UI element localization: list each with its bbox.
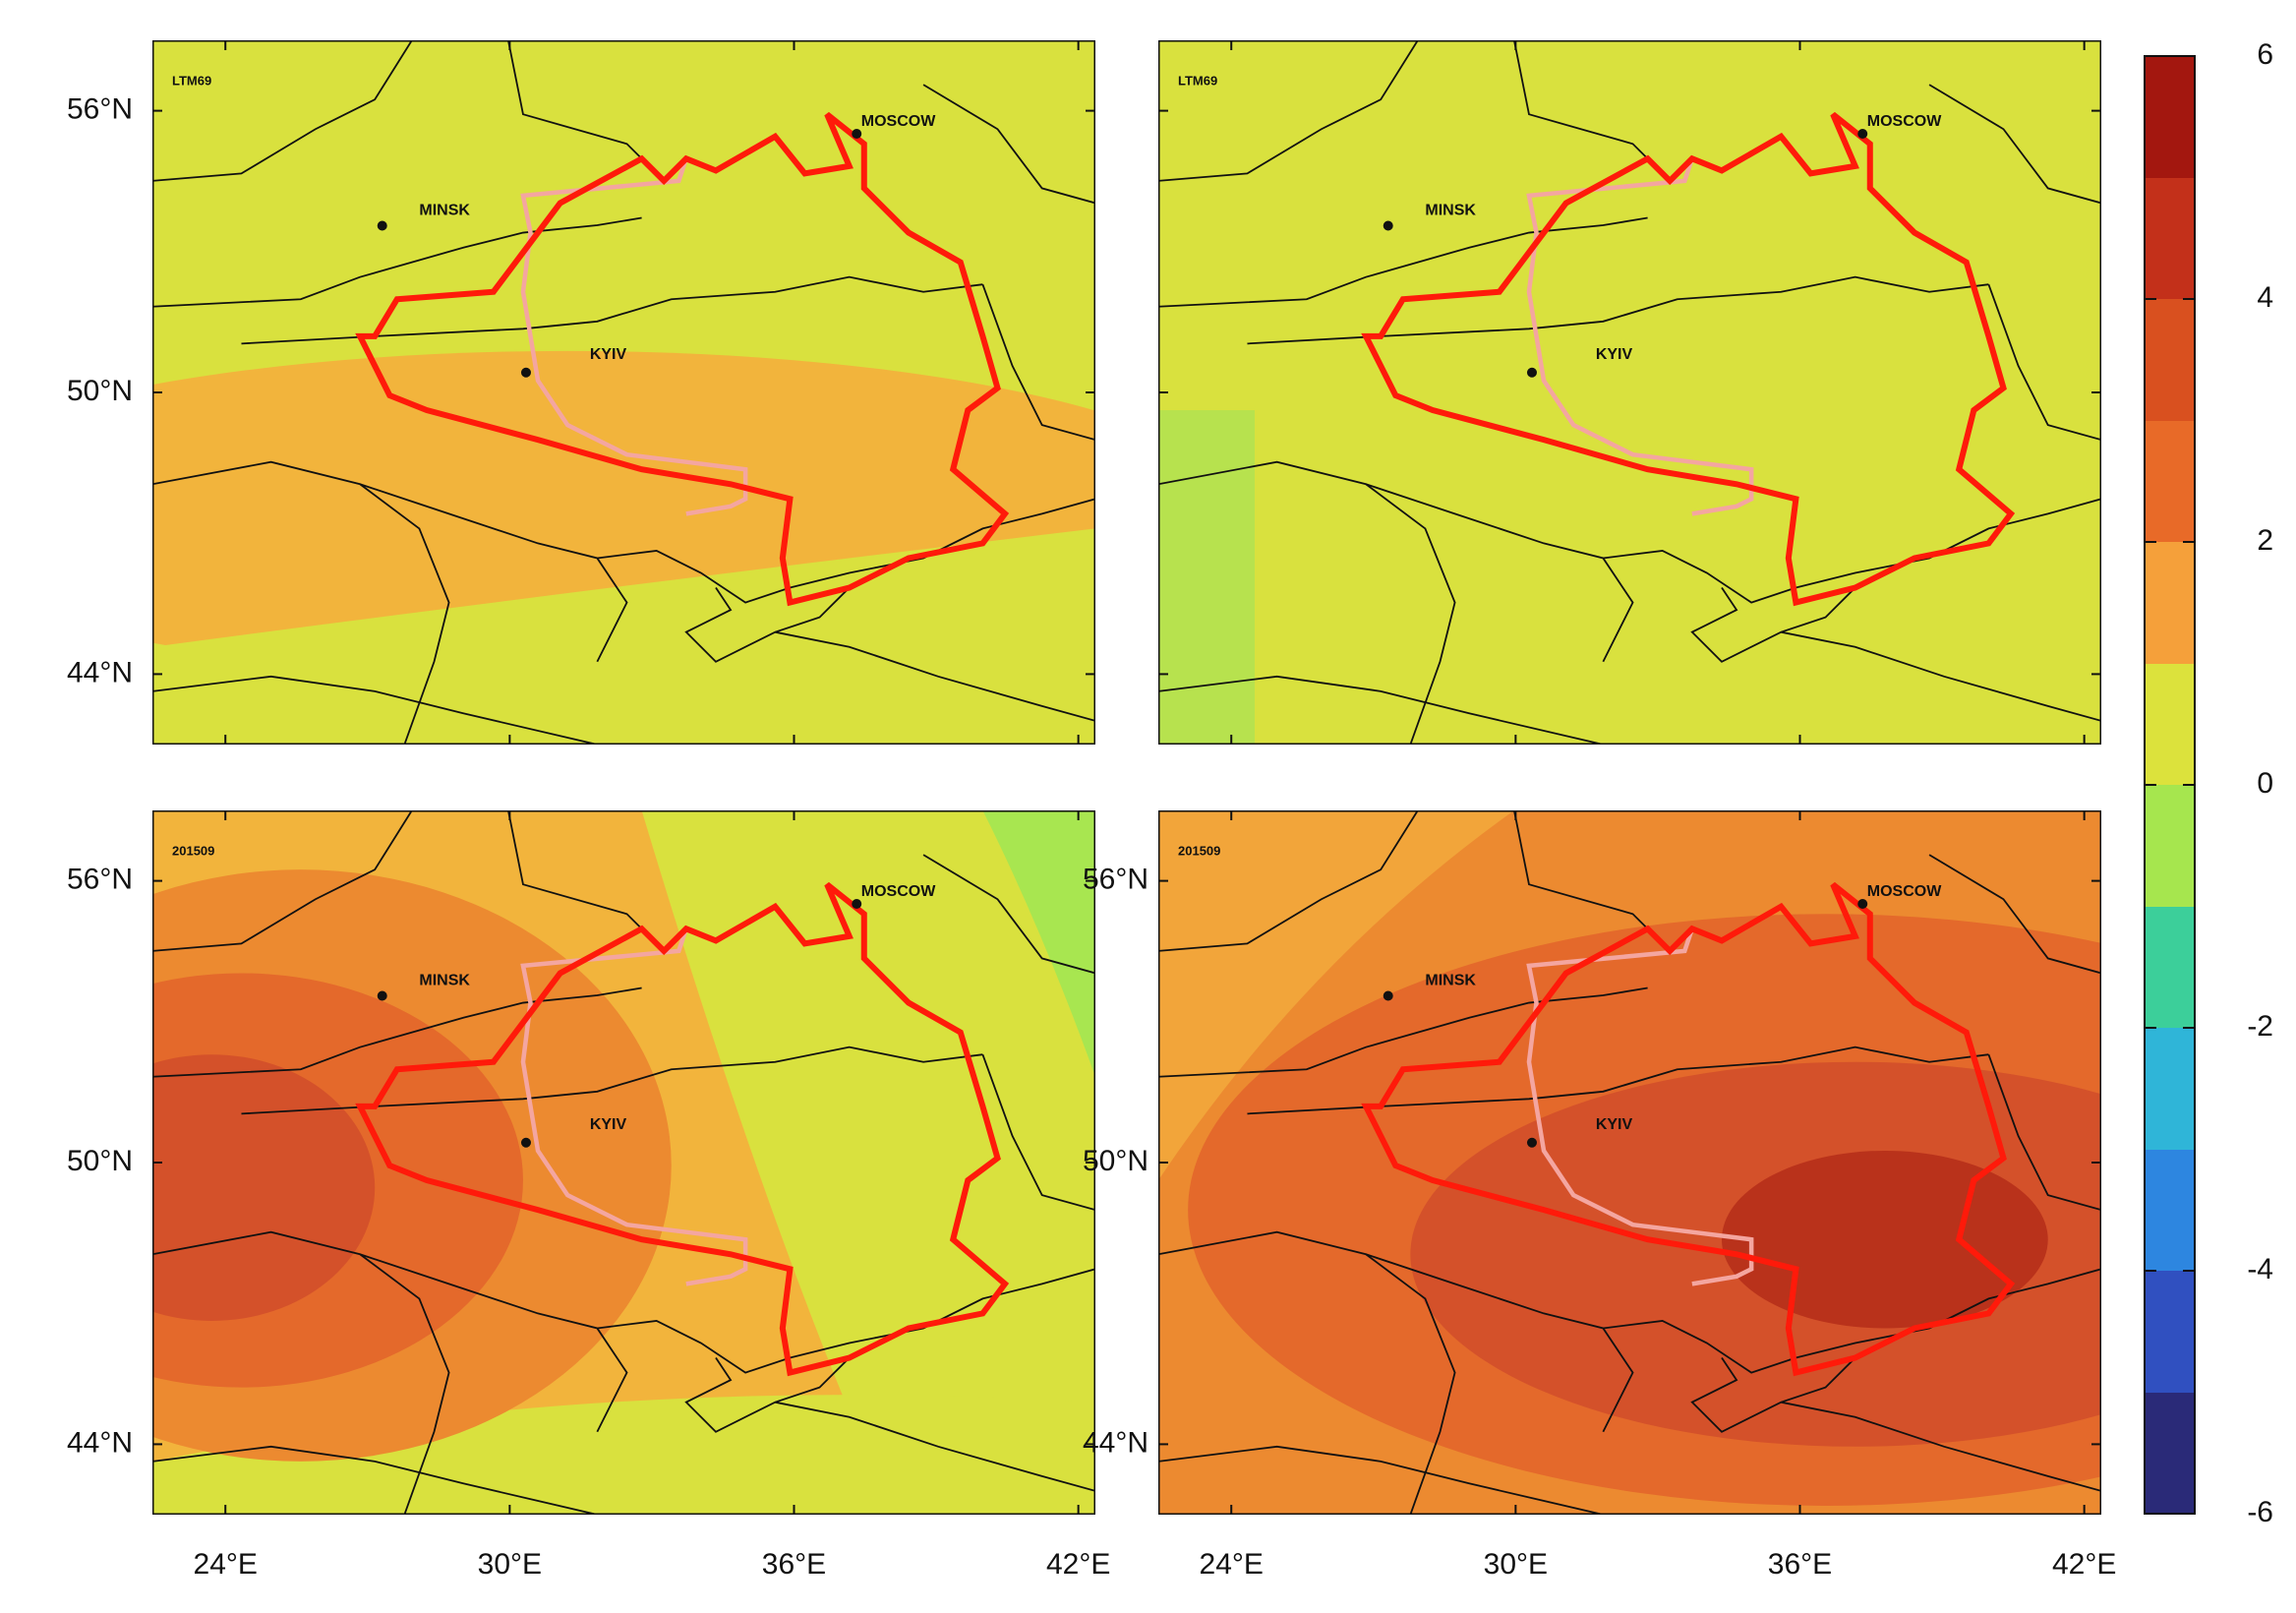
colorbar-label: 4 — [2257, 281, 2273, 314]
lon-label: 36°E — [1768, 1548, 1832, 1581]
lat-label: 44°N — [1083, 1426, 1148, 1459]
city-dot — [852, 128, 862, 139]
city-label: MOSCOW — [1867, 883, 1942, 900]
colorbar-label: 2 — [2257, 524, 2273, 557]
lat-label: 56°N — [1083, 864, 1148, 896]
lat-label: 56°N — [67, 93, 133, 126]
city-dot — [520, 367, 531, 378]
colorbar-label: 6 — [2257, 38, 2273, 71]
lon-label: 42°E — [2052, 1548, 2116, 1581]
lat-label: 50°N — [67, 1145, 133, 1177]
lon-label: 30°E — [478, 1548, 542, 1581]
panel-label: LTM69 — [1178, 73, 1217, 88]
panel-label: LTM69 — [172, 73, 211, 88]
map-panel — [152, 810, 1095, 1515]
city-dot — [1857, 128, 1868, 139]
lon-label: 24°E — [1200, 1548, 1264, 1581]
city-dot — [1383, 220, 1393, 231]
city-label: MINSK — [1425, 973, 1476, 989]
lat-label: 50°N — [67, 375, 133, 407]
city-label: MOSCOW — [1867, 113, 1942, 130]
city-label: MOSCOW — [861, 883, 936, 900]
city-label: KYIV — [590, 1116, 627, 1133]
lon-label: 30°E — [1484, 1548, 1548, 1581]
lon-label: 36°E — [762, 1548, 826, 1581]
city-label: MINSK — [1425, 203, 1476, 219]
lat-label: 56°N — [67, 864, 133, 896]
lat-label: 44°N — [67, 1426, 133, 1459]
lon-label: 24°E — [194, 1548, 258, 1581]
map-panel — [1158, 40, 2101, 745]
city-dot — [377, 220, 387, 231]
colorbar-label: -6 — [2247, 1496, 2273, 1528]
city-dot — [520, 1137, 531, 1148]
city-dot — [1857, 898, 1868, 909]
city-label: KYIV — [1596, 346, 1633, 363]
city-dot — [1526, 1137, 1537, 1148]
city-label: KYIV — [1596, 1116, 1633, 1133]
lat-label: 50°N — [1083, 1145, 1148, 1177]
map-panel — [152, 40, 1095, 745]
city-label: MINSK — [419, 973, 470, 989]
city-label: MOSCOW — [861, 113, 936, 130]
panel-label: 201509 — [1178, 843, 1220, 858]
colorbar-label: -4 — [2247, 1253, 2273, 1285]
city-dot — [852, 898, 862, 909]
lon-label: 42°E — [1046, 1548, 1110, 1581]
colorbar-label: -2 — [2247, 1010, 2273, 1043]
lat-label: 44°N — [67, 656, 133, 688]
colorbar — [2144, 55, 2196, 1515]
city-dot — [377, 990, 387, 1001]
colorbar-label: 0 — [2257, 767, 2273, 800]
panel-label: 201509 — [172, 843, 214, 858]
city-label: MINSK — [419, 203, 470, 219]
city-dot — [1383, 990, 1393, 1001]
city-label: KYIV — [590, 346, 627, 363]
map-panel — [1158, 810, 2101, 1515]
city-dot — [1526, 367, 1537, 378]
